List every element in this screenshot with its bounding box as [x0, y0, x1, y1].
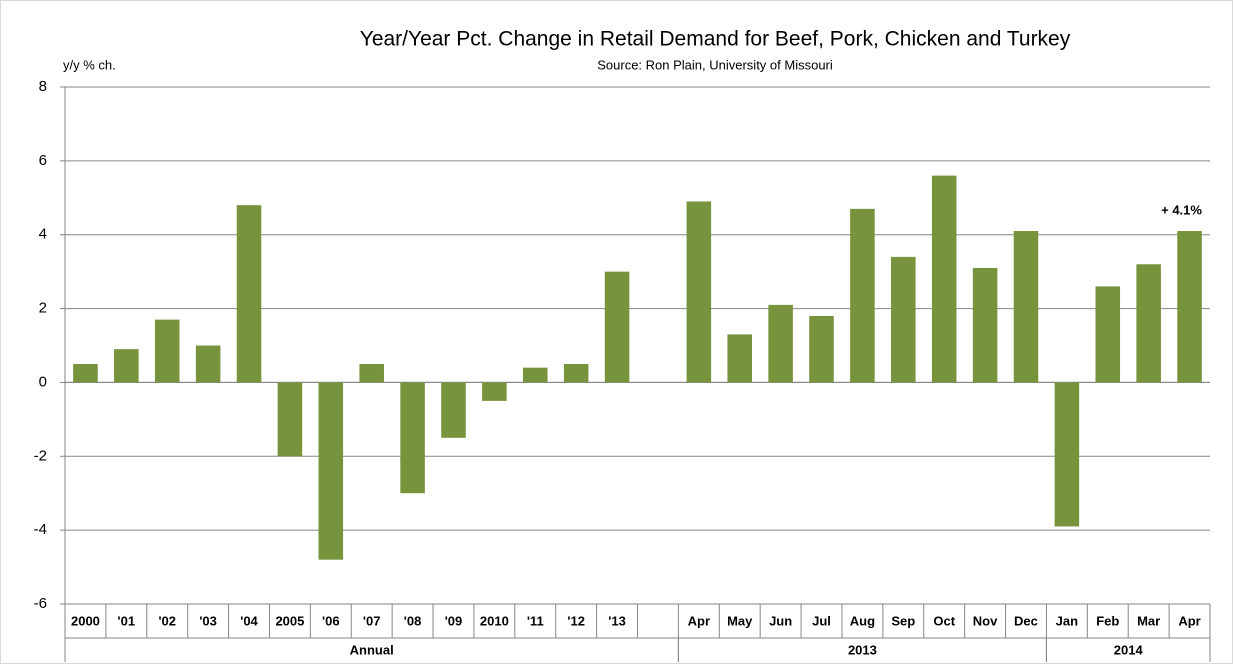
y-tick-label: -2	[34, 447, 47, 464]
y-tick-label: -4	[34, 521, 47, 538]
bar	[931, 175, 957, 383]
chart-title: Year/Year Pct. Change in Retail Demand f…	[360, 28, 1071, 51]
bar	[727, 334, 752, 383]
x-tick-label: '13	[608, 613, 626, 628]
bar	[195, 345, 221, 383]
bar	[1013, 231, 1039, 383]
bar	[482, 382, 507, 401]
group-label: 2013	[848, 642, 877, 657]
x-tick-label: Oct	[933, 613, 955, 628]
x-tick-label: '11	[527, 613, 544, 628]
x-tick-label: 2010	[480, 613, 509, 628]
bar	[400, 382, 425, 494]
y-tick-label: 6	[39, 152, 47, 169]
x-tick-label: '04	[240, 613, 258, 628]
x-tick-label: Jun	[769, 613, 792, 628]
bar	[236, 205, 262, 383]
bar	[154, 319, 180, 383]
x-tick-label: Nov	[973, 613, 998, 628]
x-tick-label: Apr	[1178, 613, 1200, 628]
bar	[1177, 231, 1202, 383]
x-tick-label: '12	[567, 613, 585, 628]
bar	[563, 363, 589, 383]
x-tick-label: Apr	[688, 613, 710, 628]
x-tick-label: '01	[118, 613, 136, 628]
bar	[604, 271, 630, 383]
bar	[523, 367, 548, 383]
x-tick-label: '07	[363, 613, 381, 628]
y-tick-label: 0	[39, 373, 47, 390]
x-tick-label: '02	[158, 613, 176, 628]
x-tick-label: Dec	[1014, 613, 1038, 628]
x-tick-label: Sep	[891, 613, 915, 628]
annotation: + 4.1%	[1161, 202, 1202, 217]
x-tick-label: Jul	[812, 613, 831, 628]
x-tick-label: '06	[322, 613, 340, 628]
bar	[359, 363, 384, 383]
x-tick-label: '03	[199, 613, 217, 628]
bar	[1095, 286, 1121, 383]
bar	[1136, 264, 1161, 383]
bar	[768, 304, 793, 383]
bar	[850, 208, 875, 383]
x-tick-label: '09	[445, 613, 463, 628]
bar	[891, 256, 916, 383]
bar	[441, 382, 466, 438]
x-tick-label: 2005	[275, 613, 304, 628]
chart-subtitle: Source: Ron Plain, University of Missour…	[597, 57, 833, 72]
group-label: 2014	[1114, 642, 1144, 657]
x-tick-label: May	[727, 613, 753, 628]
group-label: Annual	[350, 642, 394, 657]
x-tick-label: Feb	[1096, 613, 1119, 628]
x-tick-label: 2000	[71, 613, 100, 628]
x-tick-label: Jan	[1056, 613, 1078, 628]
x-tick-label: Aug	[850, 613, 875, 628]
bar	[972, 267, 998, 383]
bar	[73, 363, 98, 383]
bar	[277, 382, 303, 457]
bar	[809, 315, 834, 383]
bar	[1054, 382, 1080, 527]
y-tick-label: 2	[39, 300, 47, 317]
x-tick-label: Mar	[1137, 613, 1160, 628]
y-axis-label: y/y % ch.	[63, 57, 116, 72]
bar	[686, 201, 712, 383]
bar	[318, 382, 344, 560]
x-tick-label: '08	[404, 613, 422, 628]
y-tick-label: 8	[39, 78, 47, 95]
y-tick-label: -6	[34, 595, 47, 612]
y-tick-label: 4	[39, 226, 47, 243]
bar	[114, 349, 139, 383]
